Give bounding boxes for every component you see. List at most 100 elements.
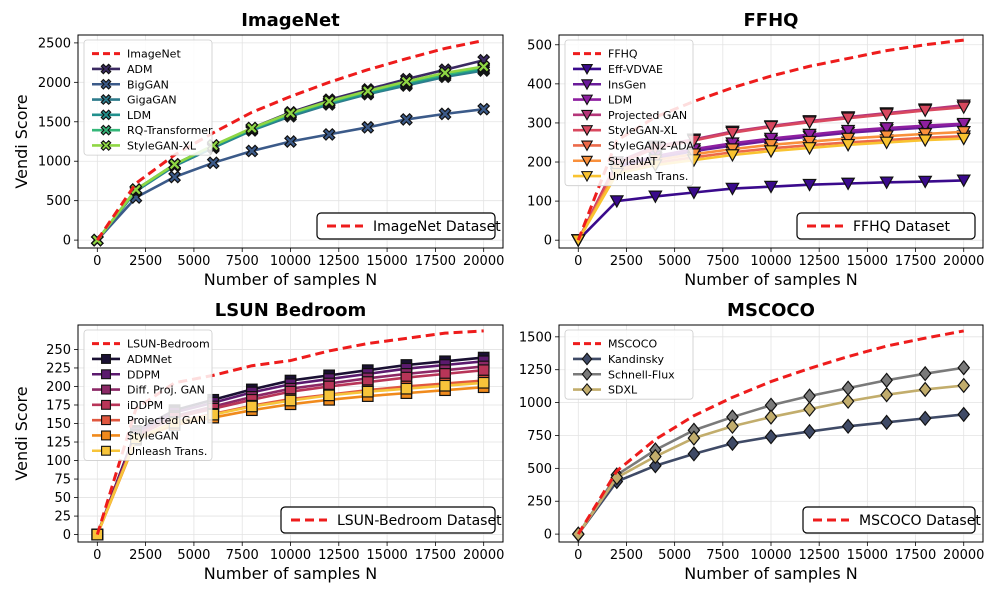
y-tick-label: 25	[54, 510, 71, 525]
data-point	[956, 126, 971, 140]
data-point	[725, 149, 740, 163]
data-point	[918, 365, 932, 382]
data-point	[841, 418, 855, 435]
data-point	[802, 178, 817, 192]
dataset-legend-lsun: LSUN-Bedroom Dataset	[280, 506, 502, 534]
data-point	[438, 66, 452, 80]
x-tick-label: 2500	[610, 548, 643, 563]
data-point	[879, 108, 894, 122]
y-tick-label: 1500	[38, 115, 71, 130]
legend-marker	[100, 124, 112, 136]
data-point	[438, 107, 452, 121]
reference-line-ffhq	[576, 38, 964, 241]
legend-label: BigGAN	[127, 78, 169, 91]
axes-frame	[558, 34, 984, 249]
legend-marker	[101, 353, 111, 364]
dataset-legend-label: MSCOCO Dataset	[859, 513, 981, 529]
dataset-legend-mscoco: MSCOCO Dataset	[802, 506, 981, 534]
legend-label: Diff. Proj. GAN	[127, 384, 205, 397]
data-point	[610, 469, 624, 486]
legend-marker	[581, 382, 593, 397]
legend-label: Projected GAN	[608, 109, 687, 122]
data-point	[168, 157, 182, 171]
legend-box	[564, 39, 694, 187]
data-point	[168, 170, 182, 184]
legend-label: LSUN-Bedroom	[127, 338, 210, 351]
legend-label: GigaGAN	[127, 94, 177, 107]
legend-marker	[580, 140, 594, 152]
data-point	[284, 106, 297, 120]
chart-title: FFHQ	[744, 10, 799, 31]
data-point	[439, 368, 451, 380]
y-tick-label: 150	[46, 417, 71, 432]
y-tick-label: 100	[46, 454, 71, 469]
data-point	[802, 135, 817, 149]
legend-label: Schnell-Flux	[608, 368, 675, 381]
data-point	[841, 393, 855, 410]
legend-label: StyleGAN-XL	[127, 139, 197, 152]
data-point	[726, 418, 739, 435]
legend-imagenet: ImageNet ADM BigGAN GigaGAN LDM RQ-Transforme…	[83, 39, 213, 156]
y-tick-label: 1000	[38, 155, 71, 170]
y-tick-label: 500	[527, 38, 552, 53]
x-tick-label: 5000	[658, 548, 691, 563]
data-point	[956, 132, 971, 146]
dataset-legend-box	[796, 212, 976, 240]
dataset-legend-box	[316, 212, 496, 240]
y-tick-label: 200	[46, 380, 71, 395]
data-point	[918, 381, 932, 398]
data-point	[649, 448, 662, 465]
data-point	[477, 60, 491, 74]
x-tick-label: 10000	[750, 254, 791, 269]
data-point	[477, 364, 490, 377]
y-tick-label: 0	[544, 528, 552, 543]
legend-label: StyleGAN	[127, 429, 179, 442]
data-point	[361, 84, 375, 98]
data-point	[917, 104, 933, 118]
x-tick-label: 2500	[129, 254, 162, 269]
x-tick-label: 17500	[895, 254, 936, 269]
data-point	[841, 380, 855, 396]
y-tick-label: 0	[63, 528, 71, 543]
y-tick-label: 2500	[38, 36, 71, 51]
data-point	[400, 382, 413, 395]
legend-marker	[581, 352, 593, 366]
y-axis-label: Vendi Score	[12, 94, 31, 188]
data-point	[284, 135, 297, 148]
data-point	[880, 414, 893, 431]
dataset-legend-label: LSUN-Bedroom Dataset	[337, 513, 502, 529]
data-point	[763, 120, 779, 134]
data-point	[245, 144, 259, 158]
data-point	[322, 127, 336, 141]
data-point	[91, 528, 104, 541]
legend-marker	[580, 125, 594, 137]
data-point	[957, 359, 971, 376]
x-tick-label: 5000	[177, 254, 210, 269]
y-tick-label: 2000	[38, 76, 71, 91]
data-point	[399, 75, 413, 89]
legend-label: MSCOCO	[608, 338, 657, 351]
dataset-legend-label: FFHQ Dataset	[853, 219, 950, 235]
data-point	[439, 379, 451, 392]
data-point	[879, 136, 894, 150]
data-point	[957, 377, 971, 394]
data-point	[725, 126, 740, 140]
panel-mscoco: 0 2500 5000 7500 10000 12500 15000 17500 20000 0 2…	[519, 300, 985, 583]
data-point	[879, 130, 894, 144]
data-point	[803, 401, 816, 417]
chart-title: ImageNet	[241, 10, 340, 31]
data-point	[840, 124, 856, 138]
data-point	[917, 128, 933, 142]
x-axis-label: Number of samples N	[204, 564, 377, 583]
legend-marker	[581, 367, 593, 381]
data-point	[399, 112, 413, 126]
x-axis-label: Number of samples N	[684, 564, 857, 583]
legend-label: Kandinsky	[608, 353, 664, 366]
dataset-legend-box	[280, 506, 496, 534]
legend-box	[564, 329, 694, 400]
x-tick-label: 10000	[270, 254, 311, 269]
data-point	[840, 112, 856, 126]
dataset-legend-imagenet: ImageNet Dataset	[316, 212, 501, 240]
axes-frame	[77, 34, 504, 249]
y-tick-label: 1500	[519, 330, 552, 345]
